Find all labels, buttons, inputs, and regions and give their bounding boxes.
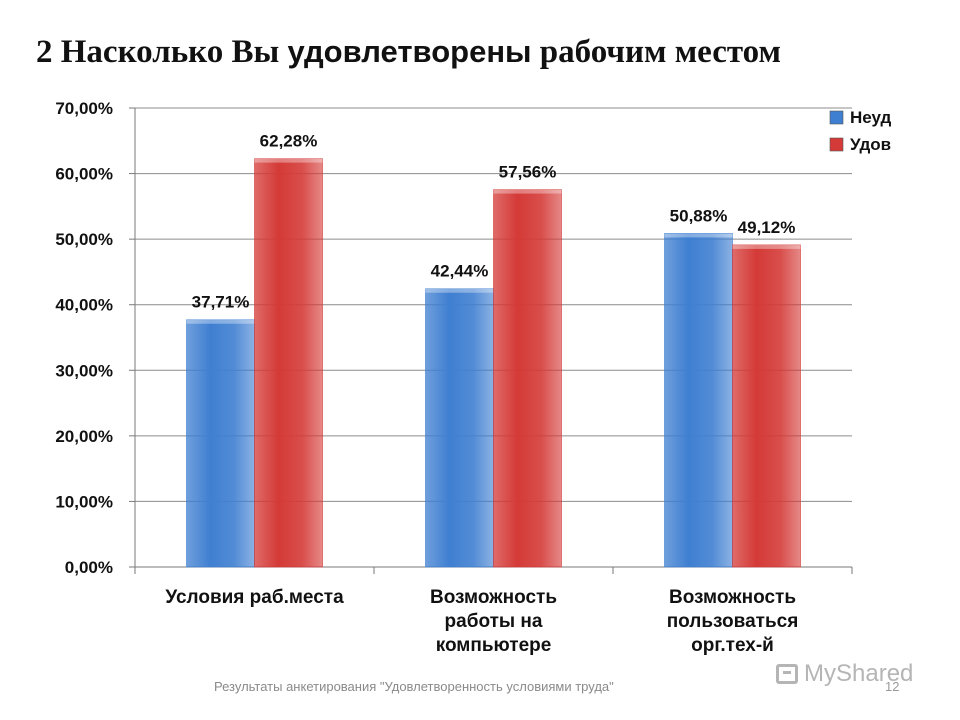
data-label: 57,56%	[499, 163, 557, 182]
data-label: 37,71%	[192, 293, 250, 312]
y-tick-label: 70,00%	[55, 99, 113, 118]
bar-top-highlight	[425, 288, 494, 293]
x-category-label: пользоваться	[667, 611, 799, 632]
legend-label: Удов	[850, 135, 891, 154]
bar	[732, 244, 801, 568]
data-label: 49,12%	[738, 218, 796, 237]
y-tick-label: 10,00%	[55, 492, 113, 511]
title-part-2: удовлетворены	[287, 34, 532, 69]
bar-top-highlight	[664, 233, 733, 238]
y-tick-label: 30,00%	[55, 361, 113, 380]
title-part-3: рабочим местом	[531, 34, 781, 70]
page-number: 12	[885, 679, 900, 694]
slide-title: 2 Насколько Вы удовлетворены рабочим мес…	[36, 34, 781, 71]
bar-top-highlight	[493, 189, 562, 194]
y-tick-label: 0,00%	[65, 558, 113, 577]
bar	[493, 189, 562, 568]
x-category-label: орг.тех-й	[691, 635, 774, 656]
bar	[186, 319, 255, 568]
x-category-label: Условия раб.места	[165, 587, 344, 608]
watermark: MyShared	[776, 660, 913, 688]
title-part-1: 2 Насколько Вы	[36, 34, 288, 70]
legend-label: Неуд	[850, 108, 892, 127]
y-tick-label: 20,00%	[55, 427, 113, 446]
y-tick-label: 60,00%	[55, 165, 113, 184]
slide-footer: Результаты анкетирования "Удовлетворенно…	[214, 679, 614, 694]
x-category-label: Возможность	[430, 587, 557, 608]
bar-top-highlight	[254, 158, 323, 163]
x-category-label: компьютере	[436, 635, 552, 656]
bar-top-highlight	[186, 319, 255, 324]
y-tick-label: 50,00%	[55, 230, 113, 249]
bar	[254, 158, 323, 568]
x-category-label: работы на	[445, 611, 543, 632]
y-tick-label: 40,00%	[55, 296, 113, 315]
bar	[425, 288, 494, 568]
watermark-text: MyShared	[804, 660, 914, 687]
bar	[664, 233, 733, 568]
data-label: 50,88%	[670, 206, 728, 225]
bar-top-highlight	[732, 244, 801, 249]
x-category-label: Возможность	[669, 587, 796, 608]
legend-swatch	[829, 110, 844, 125]
watermark-icon	[776, 664, 798, 684]
data-label: 42,44%	[431, 262, 489, 281]
legend-swatch	[829, 137, 844, 152]
data-label: 62,28%	[260, 132, 318, 151]
